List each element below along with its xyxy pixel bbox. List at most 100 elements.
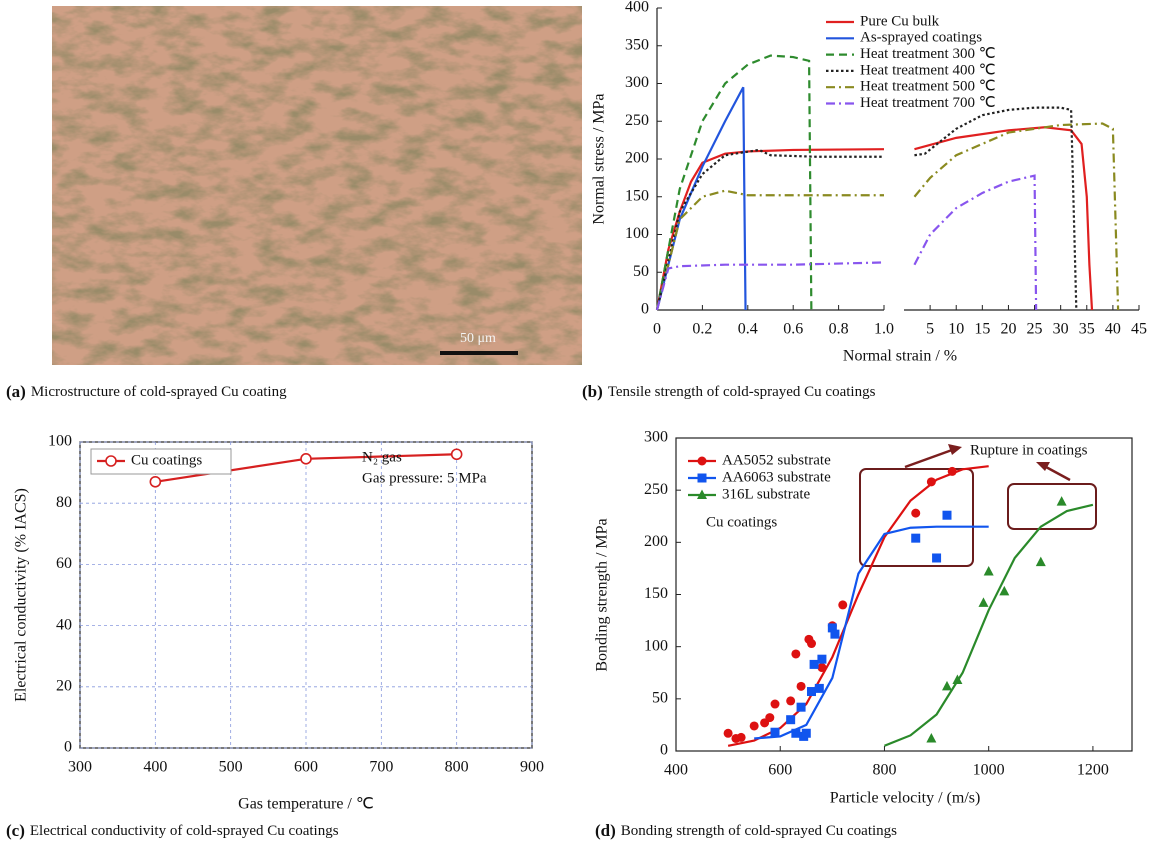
marker	[807, 687, 816, 696]
legend-label: AA6063 substrate	[722, 469, 831, 485]
x-tick-label: 300	[68, 759, 92, 776]
y-tick-label: 300	[644, 429, 668, 446]
series-line	[657, 262, 884, 310]
y-tick-label: 400	[625, 0, 649, 16]
legend-label: Cu coatings	[131, 452, 202, 468]
marker	[791, 649, 800, 658]
x-tick-label: 600	[294, 759, 318, 776]
panel-label: (a)	[6, 382, 26, 401]
marker	[150, 477, 160, 487]
series-line	[657, 87, 746, 310]
marker	[797, 703, 806, 712]
caption-text: Microstructure of cold-sprayed Cu coatin…	[31, 384, 287, 400]
marker	[948, 467, 957, 476]
marker	[926, 733, 936, 743]
y-tick-label: 150	[644, 585, 668, 602]
annotation: Rupture in coatings	[970, 442, 1088, 458]
marker	[807, 639, 816, 648]
legend-label: Pure Cu bulk	[860, 13, 940, 29]
annotation: Gas pressure: 5 MPa	[362, 470, 487, 486]
x-tick-label: 500	[219, 759, 243, 776]
marker	[911, 509, 920, 518]
marker	[301, 454, 311, 464]
marker	[452, 449, 462, 459]
x-tick-label: 800	[445, 759, 469, 776]
x-tick-label: 5	[926, 321, 934, 338]
x-axis-label: Gas temperature / ℃	[238, 796, 374, 813]
marker	[830, 630, 839, 639]
y-tick-label: 50	[652, 690, 668, 707]
y-tick-label: 200	[625, 150, 649, 167]
x-tick-label: 1.0	[874, 321, 894, 338]
y-tick-label: 0	[641, 301, 649, 318]
legend-label: AA5052 substrate	[722, 452, 831, 468]
x-tick-label: 15	[974, 321, 990, 338]
marker	[750, 721, 759, 730]
y-axis-label: Bonding strength / MPa	[594, 518, 611, 671]
marker	[838, 600, 847, 609]
x-tick-label: 25	[1027, 321, 1043, 338]
annotation: N₂ gas	[362, 449, 402, 465]
micrograph-texture	[52, 6, 582, 365]
caption: (a) Microstructure of cold-sprayed Cu coa…	[6, 382, 287, 401]
x-tick-label: 1200	[1077, 762, 1109, 779]
marker	[737, 733, 746, 742]
x-axis-label: Normal strain / %	[843, 348, 957, 365]
y-tick-label: 60	[56, 555, 72, 572]
caption-text: Bonding strength of cold-sprayed Cu coat…	[621, 823, 897, 839]
y-tick-label: 100	[625, 225, 649, 242]
annotation: Cu coatings	[706, 514, 777, 530]
marker	[927, 477, 936, 486]
series-line	[657, 191, 884, 310]
caption: (b)Tensile strength of cold-sprayed Cu c…	[582, 382, 876, 401]
marker	[942, 511, 951, 520]
marker	[724, 729, 733, 738]
marker	[984, 566, 994, 576]
marker	[817, 663, 826, 672]
caption: (c)Electrical conductivity of cold-spray…	[6, 821, 339, 840]
panel-label: (c)	[6, 821, 25, 840]
fit-curve	[728, 466, 989, 746]
arrow-head	[1036, 462, 1050, 471]
y-tick-label: 300	[625, 74, 649, 91]
x-tick-label: 0	[653, 321, 661, 338]
marker	[815, 684, 824, 693]
x-tick-label: 800	[872, 762, 896, 779]
y-tick-label: 250	[644, 481, 668, 498]
y-tick-label: 200	[644, 533, 668, 550]
y-tick-label: 250	[625, 112, 649, 129]
legend-label: As-sprayed coatings	[860, 30, 982, 46]
legend-label: Heat treatment 500 ℃	[860, 79, 996, 95]
fit-curve	[754, 527, 989, 739]
legend-label: 316L substrate	[722, 486, 811, 502]
marker	[932, 553, 941, 562]
series-line	[657, 150, 884, 310]
x-tick-label: 20	[1000, 321, 1016, 338]
x-tick-label: 10	[948, 321, 964, 338]
legend-label: Heat treatment 400 ℃	[860, 62, 996, 78]
y-tick-label: 50	[633, 263, 649, 280]
y-tick-label: 20	[56, 677, 72, 694]
y-axis-label: Normal stress / MPa	[591, 93, 608, 224]
series-line	[914, 127, 1092, 310]
y-tick-label: 350	[625, 36, 649, 53]
y-tick-label: 100	[644, 637, 668, 654]
x-tick-label: 700	[369, 759, 393, 776]
y-tick-label: 80	[56, 494, 72, 511]
legend-label: Heat treatment 300 ℃	[860, 46, 996, 62]
y-tick-label: 0	[660, 742, 668, 759]
series-line	[914, 176, 1036, 310]
y-axis-label: Electrical conductivity (% IACS)	[13, 488, 30, 702]
marker	[802, 729, 811, 738]
marker	[1036, 557, 1046, 567]
marker	[1057, 496, 1067, 506]
x-tick-label: 600	[768, 762, 792, 779]
legend-marker	[698, 474, 707, 483]
x-tick-label: 30	[1053, 321, 1069, 338]
y-tick-label: 150	[625, 187, 649, 204]
marker	[911, 534, 920, 543]
x-tick-label: 40	[1105, 321, 1121, 338]
legend-marker	[106, 456, 116, 466]
series-line	[657, 149, 884, 310]
x-tick-label: 0.2	[692, 321, 712, 338]
